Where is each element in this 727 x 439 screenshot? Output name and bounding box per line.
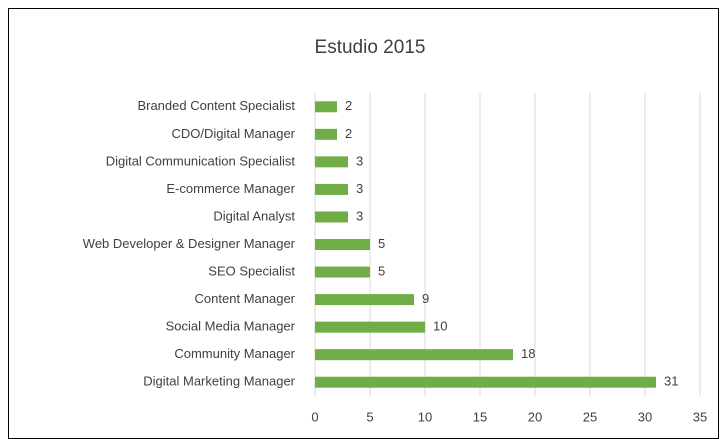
- y-tick-label: Branded Content Specialist: [137, 98, 295, 113]
- bar: [315, 128, 337, 140]
- bar: [315, 376, 656, 388]
- bar: [315, 239, 370, 250]
- x-tick-label: 35: [693, 409, 707, 424]
- y-tick-label: Web Developer & Designer Manager: [83, 236, 296, 251]
- y-tick-label: Digital Analyst: [213, 208, 295, 223]
- y-tick-label: Digital Marketing Manager: [143, 374, 295, 389]
- bar: [315, 349, 513, 361]
- x-tick-label: 25: [583, 409, 597, 424]
- chart-title: Estudio 2015: [315, 37, 426, 58]
- bar: [315, 183, 348, 195]
- x-tick-label: 0: [311, 409, 318, 424]
- y-tick-label: Community Manager: [174, 346, 295, 361]
- bar: [315, 101, 337, 113]
- y-tick-label: Digital Communication Specialist: [106, 153, 296, 168]
- y-tick-label: Social Media Manager: [166, 319, 296, 334]
- value-label: 2: [345, 126, 352, 141]
- value-label: 31: [664, 374, 678, 389]
- y-tick-label: SEO Specialist: [208, 263, 295, 278]
- value-label: 5: [378, 236, 385, 251]
- y-tick-label: E-commerce Manager: [166, 181, 295, 196]
- value-label: 3: [356, 208, 363, 223]
- bar: [315, 156, 348, 168]
- value-label: 5: [378, 263, 385, 278]
- value-label: 10: [433, 319, 447, 334]
- value-label: 3: [356, 153, 363, 168]
- value-label: 9: [422, 291, 429, 306]
- y-tick-label: CDO/Digital Manager: [171, 126, 295, 141]
- y-tick-label: Content Manager: [195, 291, 296, 306]
- x-tick-label: 5: [366, 409, 373, 424]
- x-tick-label: 30: [638, 409, 652, 424]
- bar: [315, 211, 348, 223]
- bar: [315, 266, 370, 278]
- chart-border: [8, 8, 719, 439]
- value-label: 3: [356, 181, 363, 196]
- x-tick-label: 10: [418, 409, 432, 424]
- bar: [315, 294, 414, 306]
- x-tick-label: 20: [528, 409, 542, 424]
- value-label: 2: [345, 98, 352, 113]
- bar: [315, 321, 425, 333]
- value-label: 18: [521, 346, 535, 361]
- x-tick-label: 15: [473, 409, 487, 424]
